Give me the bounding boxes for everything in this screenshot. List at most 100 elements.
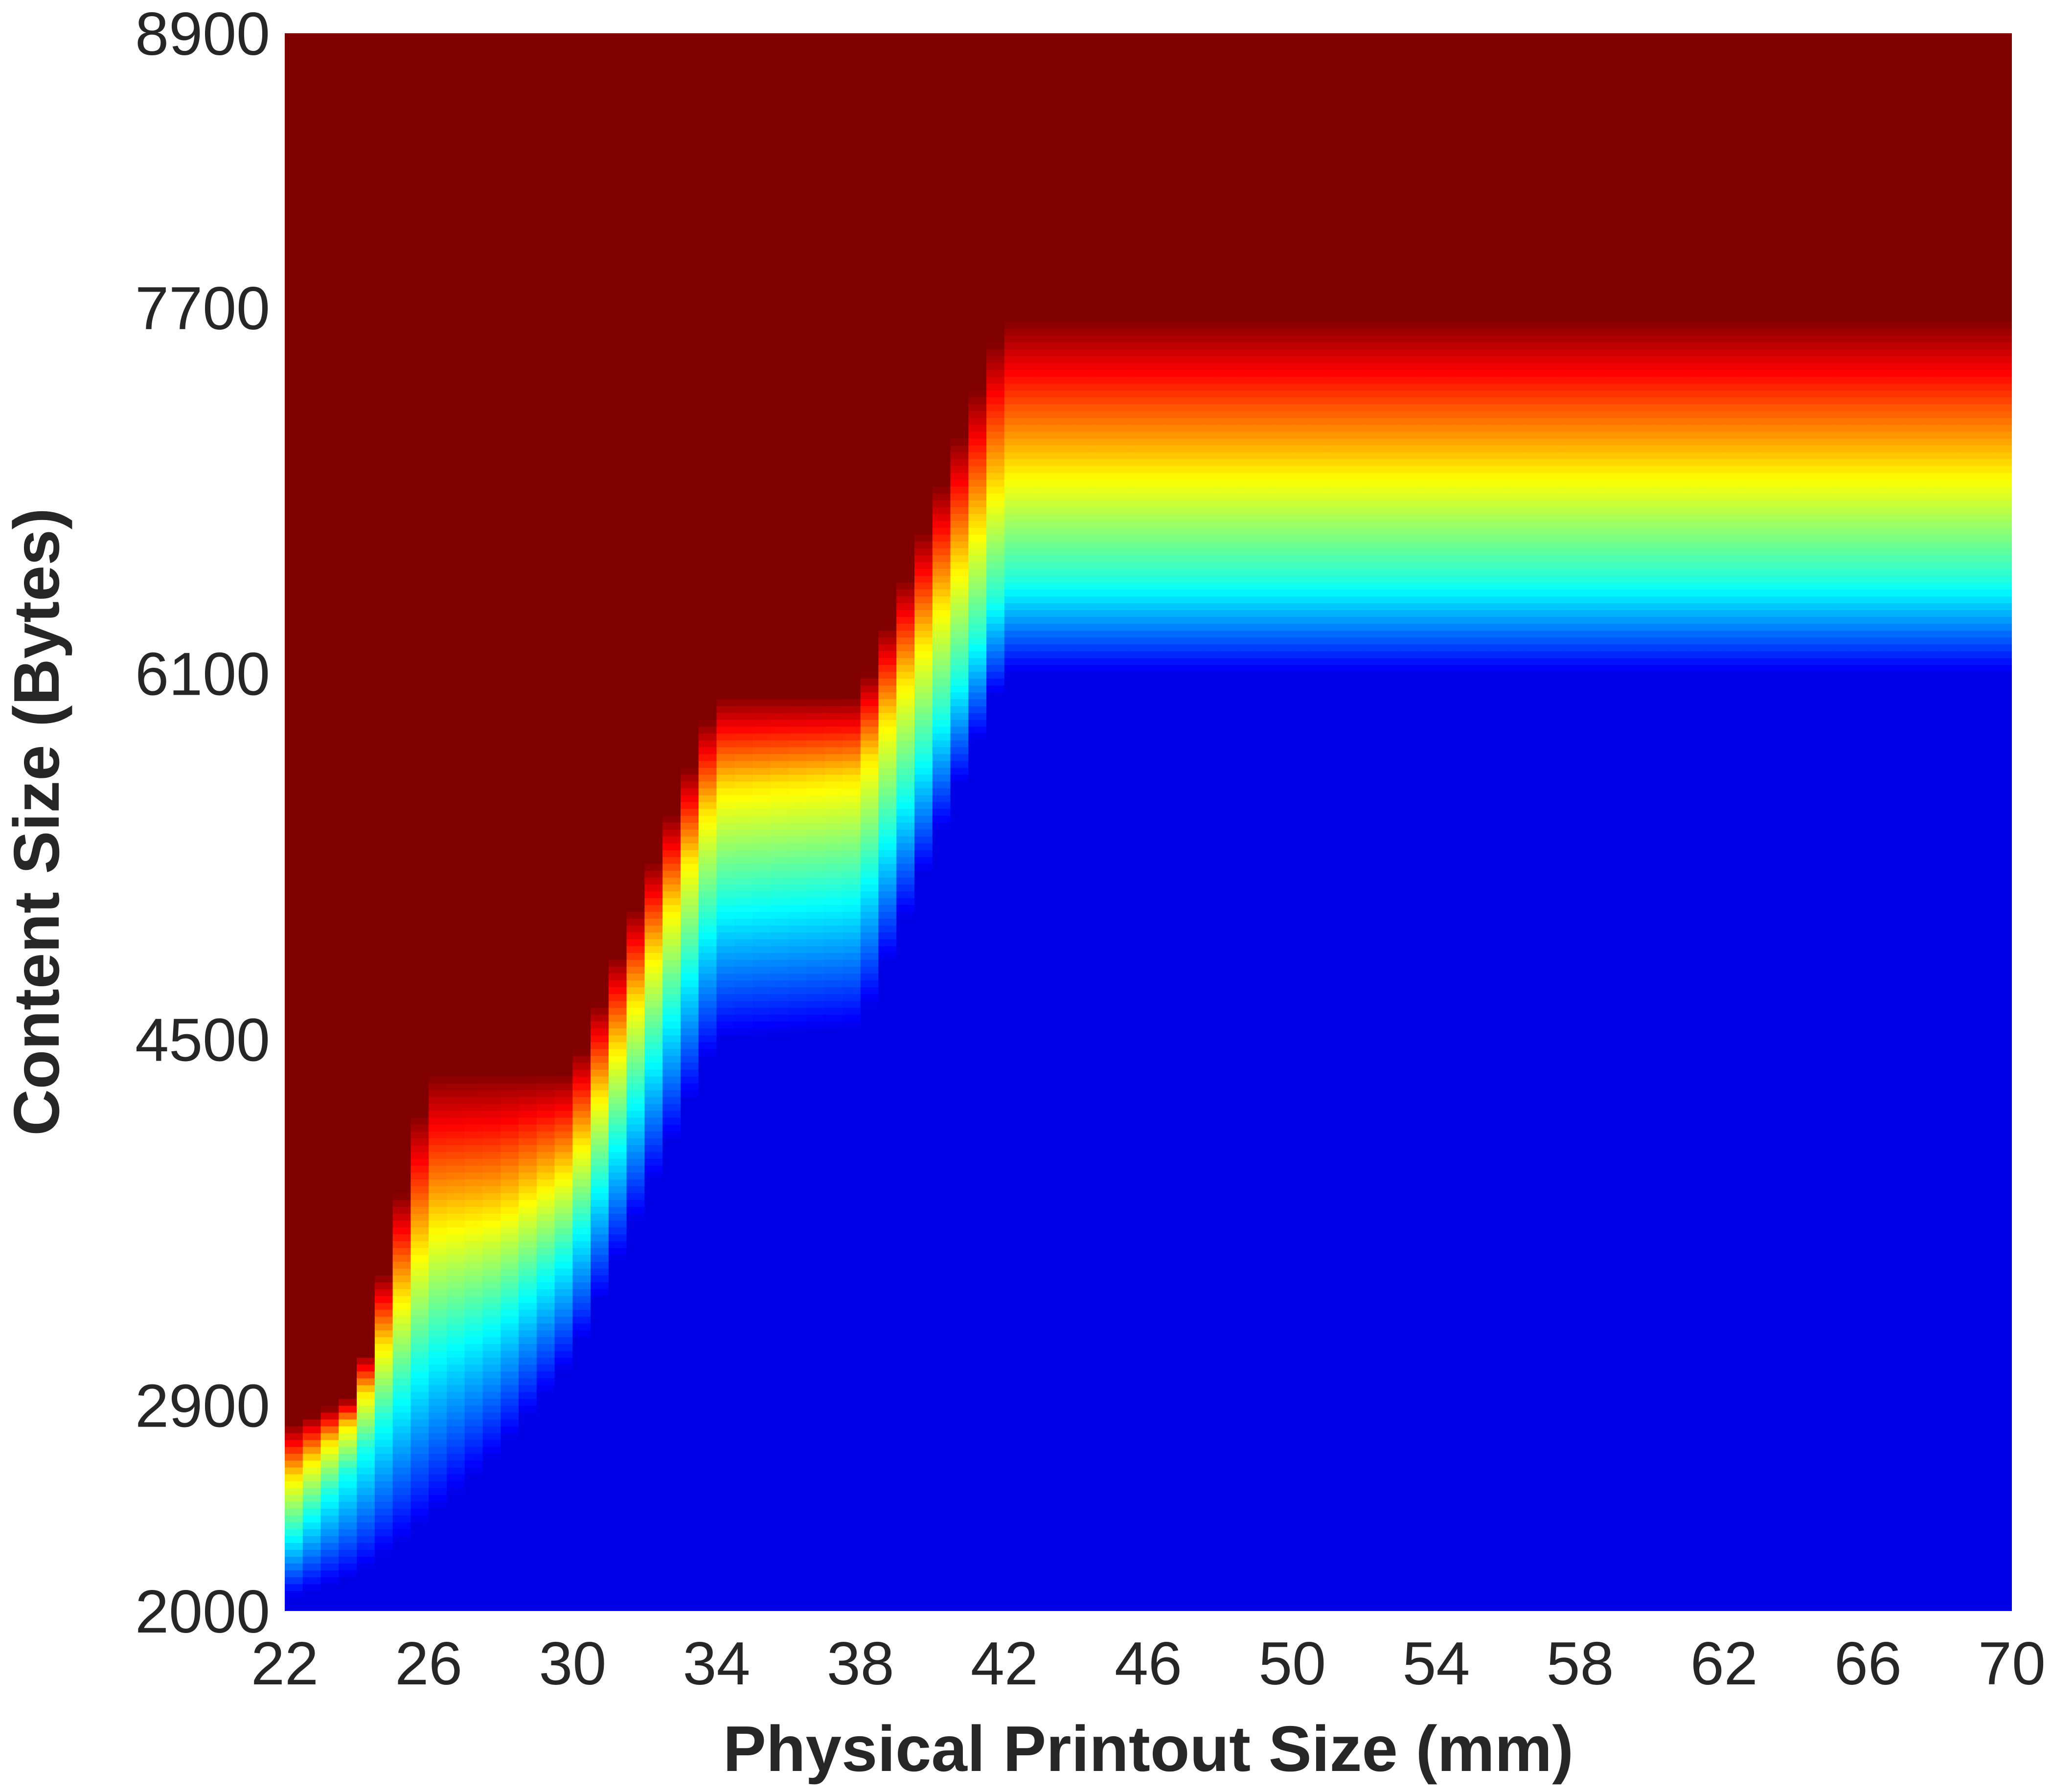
heatmap-cell	[447, 1165, 465, 1173]
heatmap-cell	[303, 417, 321, 425]
heatmap-cell	[303, 1515, 321, 1522]
heatmap-cell	[285, 1378, 303, 1385]
heatmap-cell	[393, 170, 411, 178]
heatmap-cell	[429, 870, 447, 878]
heatmap-cell	[339, 1432, 357, 1440]
heatmap-cell	[321, 438, 340, 445]
heatmap-cell	[285, 349, 303, 356]
heatmap-cell	[357, 891, 375, 898]
heatmap-cell	[321, 1035, 340, 1042]
heatmap-cell	[357, 1007, 375, 1015]
heatmap-cell	[339, 115, 357, 123]
heatmap-cell	[375, 1268, 393, 1275]
heatmap-cell	[357, 363, 375, 370]
heatmap-cell	[285, 1117, 303, 1124]
heatmap-cell	[339, 1371, 357, 1378]
heatmap-cell	[447, 1103, 465, 1111]
heatmap-cell	[321, 1261, 340, 1269]
heatmap-cell	[375, 226, 393, 233]
heatmap-cell	[429, 829, 447, 837]
heatmap-cell	[393, 891, 411, 898]
heatmap-cell	[410, 1350, 429, 1358]
heatmap-cell	[429, 1440, 447, 1447]
heatmap-cell	[357, 987, 375, 994]
heatmap-cell	[357, 541, 375, 548]
heatmap-cell	[393, 801, 411, 809]
heatmap-cell	[375, 671, 393, 679]
heatmap-cell	[321, 1206, 340, 1214]
heatmap-cell	[339, 719, 357, 726]
heatmap-cell	[321, 925, 340, 932]
heatmap-cell	[429, 61, 447, 68]
heatmap-cell	[410, 719, 429, 726]
heatmap-cell	[303, 1055, 321, 1063]
heatmap-cell	[375, 699, 393, 706]
heatmap-cell	[303, 644, 321, 651]
heatmap-cell	[429, 1282, 447, 1289]
heatmap-cell	[321, 548, 340, 555]
heatmap-cell	[375, 774, 393, 781]
heatmap-cell	[357, 1000, 375, 1008]
heatmap-cell	[375, 651, 393, 658]
heatmap-cell	[303, 1447, 321, 1454]
heatmap-cell	[410, 102, 429, 109]
heatmap-cell	[410, 1467, 429, 1474]
heatmap-cell	[375, 54, 393, 61]
heatmap-cell	[357, 726, 375, 733]
heatmap-cell	[303, 500, 321, 507]
heatmap-cell	[303, 212, 321, 219]
heatmap-cell	[410, 1089, 429, 1097]
heatmap-cell	[410, 939, 429, 946]
heatmap-cell	[303, 1110, 321, 1117]
heatmap-cell	[393, 129, 411, 136]
heatmap-cell	[303, 1440, 321, 1447]
heatmap-cell	[429, 417, 447, 425]
heatmap-cell	[321, 95, 340, 102]
heatmap-cell	[357, 733, 375, 740]
heatmap-cell	[303, 534, 321, 542]
heatmap-cell	[303, 1432, 321, 1440]
heatmap-cell	[303, 809, 321, 816]
heatmap-cell	[339, 150, 357, 157]
heatmap-cell	[357, 1467, 375, 1474]
heatmap-cell	[410, 1172, 429, 1180]
heatmap-cell	[410, 150, 429, 157]
heatmap-cell	[410, 918, 429, 926]
heatmap-cell	[429, 452, 447, 459]
heatmap-cell	[429, 397, 447, 404]
heatmap-cell	[410, 1440, 429, 1447]
heatmap-cell	[339, 781, 357, 788]
heatmap-cell	[357, 198, 375, 205]
heatmap-cell	[393, 1282, 411, 1289]
heatmap-cell	[375, 1179, 393, 1186]
heatmap-cell	[375, 1495, 393, 1502]
heatmap-cell	[375, 1453, 393, 1461]
heatmap-cell	[410, 877, 429, 885]
heatmap-cell	[410, 1495, 429, 1502]
heatmap-cell	[357, 205, 375, 212]
heatmap-cell	[321, 616, 340, 624]
heatmap-cell	[303, 1556, 321, 1564]
heatmap-cell	[303, 1275, 321, 1282]
heatmap-cell	[285, 891, 303, 898]
heatmap-cell	[447, 801, 465, 809]
heatmap-cell	[303, 1316, 321, 1323]
heatmap-cell	[357, 40, 375, 47]
heatmap-cell	[375, 884, 393, 891]
heatmap-cell	[357, 589, 375, 596]
heatmap-cell	[339, 905, 357, 912]
heatmap-cell	[393, 1048, 411, 1056]
heatmap-cell	[393, 987, 411, 994]
heatmap-cell	[375, 47, 393, 54]
heatmap-cell	[393, 747, 411, 754]
heatmap-cell	[429, 562, 447, 569]
heatmap-cell	[321, 157, 340, 164]
heatmap-cell	[410, 315, 429, 322]
heatmap-cell	[375, 1117, 393, 1124]
heatmap-cell	[375, 1309, 393, 1316]
heatmap-cell	[339, 61, 357, 68]
heatmap-cell	[303, 1021, 321, 1028]
heatmap-cell	[357, 1343, 375, 1351]
heatmap-cell	[447, 1241, 465, 1248]
heatmap-cell	[375, 534, 393, 542]
